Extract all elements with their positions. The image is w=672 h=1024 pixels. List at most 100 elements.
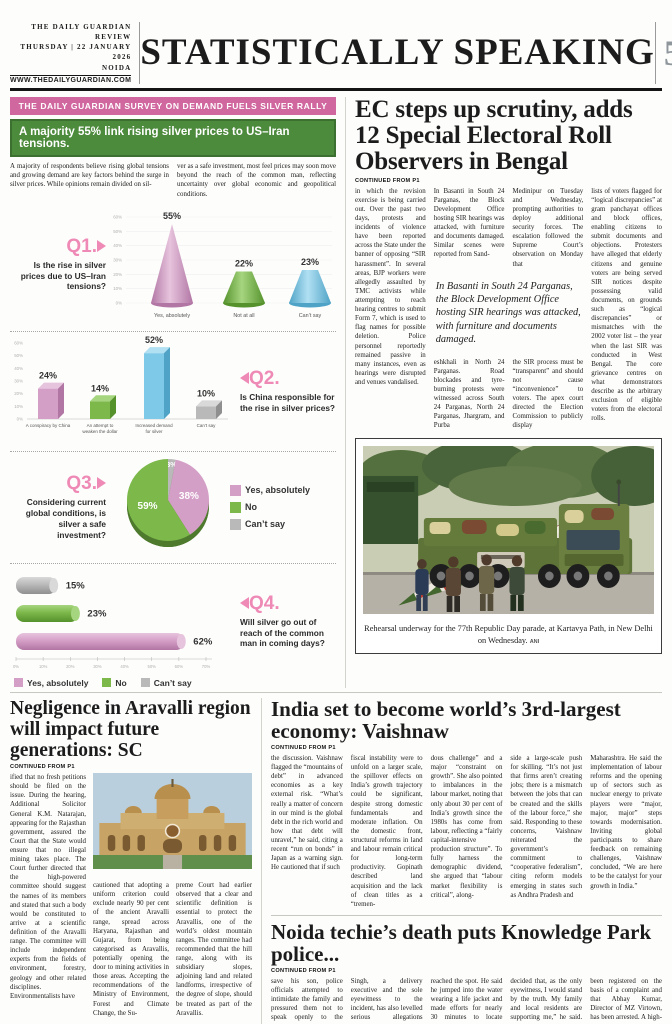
legend-item: No xyxy=(102,678,127,688)
india-article: India set to become world’s 3rd-largest … xyxy=(271,698,662,909)
q1-cone-chart: 0% 10% 20% 30% 40% 50% 60% 55% Yes, absolutely 22… xyxy=(113,211,332,319)
q3-arrow-icon xyxy=(97,477,106,490)
legend-item: Yes, absolutely xyxy=(230,484,310,496)
survey-infographic: THE DAILY GUARDIAN SURVEY ON DEMAND FUEL… xyxy=(10,96,336,688)
q1-label: Q1. xyxy=(66,235,97,257)
photo-credit: ANI xyxy=(529,638,540,645)
legend-swatch xyxy=(230,484,241,496)
svg-text:38%: 38% xyxy=(179,491,199,502)
article-column: eshkhali in North 24 Parganas. Road bloc… xyxy=(433,358,505,430)
page-number: 5 xyxy=(664,22,672,84)
svg-text:20%: 20% xyxy=(66,664,75,669)
publication-name: THE DAILY GUARDIAN REVIEW xyxy=(31,23,132,42)
supreme-court-photo xyxy=(93,773,252,874)
svg-text:60%: 60% xyxy=(175,664,184,669)
svg-text:52%: 52% xyxy=(145,335,163,345)
svg-text:40%: 40% xyxy=(113,243,122,248)
article-column: save his son, police officials attempted… xyxy=(271,978,343,1024)
article-column: dous challenge” and a major “constraint … xyxy=(430,755,503,899)
article-column: decided that, as the only eyewitness, I … xyxy=(510,978,583,1024)
continued-from-tag: CONTINUED FROM P1 xyxy=(271,968,336,974)
svg-text:24%: 24% xyxy=(39,371,57,381)
svg-text:30%: 30% xyxy=(113,257,122,262)
svg-text:Not at all: Not at all xyxy=(233,313,254,319)
svg-text:20%: 20% xyxy=(14,391,23,396)
legend-item: Yes, absolutely xyxy=(14,678,88,688)
svg-text:70%: 70% xyxy=(202,664,211,669)
city: NOIDA xyxy=(102,63,132,72)
ec-article: EC steps up scrutiny, adds 12 Special El… xyxy=(345,95,672,688)
q3-section: Q3. Considering current global condition… xyxy=(10,455,336,560)
svg-text:23%: 23% xyxy=(301,257,319,267)
svg-text:10%: 10% xyxy=(39,664,48,669)
noida-article: Noida techie’s death puts Knowledge Park… xyxy=(271,914,662,1024)
article-column: side a large-scale push for skilling. “I… xyxy=(510,755,583,899)
pull-quote: In Basanti in South 24 Parganas, the Blo… xyxy=(435,280,581,346)
legend-item: No xyxy=(230,501,310,513)
q4-question: Q4. Will silver go out of reach of the c… xyxy=(240,592,325,649)
q4-legend: Yes, absolutely No Can’t say xyxy=(14,678,336,688)
people xyxy=(415,554,525,613)
svg-text:3%: 3% xyxy=(166,462,177,469)
survey-intro-col1: A majority of respondents believe rising… xyxy=(10,162,169,189)
svg-text:40%: 40% xyxy=(120,664,129,669)
svg-text:40%: 40% xyxy=(14,366,23,371)
q2-question: Q2. Is China responsible for the rise in… xyxy=(240,368,335,413)
svg-text:0%: 0% xyxy=(17,416,23,421)
svg-text:14%: 14% xyxy=(91,383,109,393)
svg-text:0%: 0% xyxy=(116,300,122,305)
q4-arrow-icon xyxy=(240,596,249,609)
q4-label: Q4. xyxy=(249,592,280,614)
masthead: THE DAILY GUARDIAN REVIEW THURSDAY | 22 … xyxy=(10,22,672,91)
date-line: THURSDAY | 22 JANUARY 2026 xyxy=(20,43,132,62)
article-column: in which the revision exercise is being … xyxy=(355,187,426,386)
svg-text:Yes, absolutely: Yes, absolutely xyxy=(154,313,190,319)
svg-text:10%: 10% xyxy=(14,404,23,409)
survey-intro: A majority of respondents believe rising… xyxy=(10,162,336,199)
q2-arrow-icon xyxy=(240,372,249,385)
q4-chart: 15% 23% 62% 0% 10% 20% 30% 40% 50% 60% 70% xyxy=(10,567,240,676)
legend-item: Can’t say xyxy=(140,678,192,688)
ec-headline: EC steps up scrutiny, adds 12 Special El… xyxy=(355,95,633,175)
svg-text:15%: 15% xyxy=(66,581,86,592)
article-column: Singh, a delivery executive and the sole… xyxy=(350,978,423,1024)
survey-intro-col2: ver as a safe investment, most feel pric… xyxy=(177,162,336,198)
q2-section: 0% 10% 20% 30% 40% 50% 60% 24% A conspiracy by C… xyxy=(10,335,336,448)
q2-label: Q2. xyxy=(249,368,280,390)
svg-text:Increased demand: Increased demand xyxy=(135,423,173,428)
article-column: ified that no fresh petitions should be … xyxy=(10,774,86,1000)
svg-text:Can’t say: Can’t say xyxy=(197,423,217,428)
q3-question: Q3. Considering current global condition… xyxy=(25,473,106,540)
q3-chart: 3% 38% 59% xyxy=(118,455,220,560)
india-headline: India set to become world’s 3rd-largest … xyxy=(271,696,621,743)
article-column: Medinipur on Tuesday and Wednesday, prom… xyxy=(512,187,584,268)
website-url: WWW.THEDAILYGUARDIAN.COM xyxy=(10,76,132,84)
q4-section: 15% 23% 62% 0% 10% 20% 30% 40% 50% 60% 70% Q4. Wil… xyxy=(10,567,336,676)
q1-chart: 0% 10% 20% 30% 40% 50% 60% 55% Yes, absolutely 22… xyxy=(106,201,336,328)
divider xyxy=(10,562,336,564)
article-column: been registered on the basis of a compla… xyxy=(590,978,662,1024)
article-column: Maharashtra. He said the implementation … xyxy=(590,755,662,890)
article-column: cautioned that adopting a uniform criter… xyxy=(93,882,169,1017)
aravalli-article: Negligence in Aravalli region will impac… xyxy=(10,698,252,1018)
q3-label: Q3. xyxy=(66,473,97,495)
svg-text:30%: 30% xyxy=(14,378,23,383)
legend-item: Can’t say xyxy=(230,518,310,530)
legend-swatch xyxy=(140,678,150,688)
survey-banner: A majority 55% link rising silver prices… xyxy=(10,118,336,157)
svg-text:for silver: for silver xyxy=(145,429,163,434)
legend-swatch xyxy=(230,501,241,513)
noida-headline: Noida techie’s death puts Knowledge Park… xyxy=(271,919,652,966)
continued-from-tag: CONTINUED FROM P1 xyxy=(355,177,420,184)
supreme-court-illustration xyxy=(93,773,252,870)
svg-text:50%: 50% xyxy=(14,353,23,358)
photo-caption: Rehearsal underway for the 77th Republic… xyxy=(364,624,653,645)
svg-text:An attempt to: An attempt to xyxy=(87,423,114,428)
svg-text:55%: 55% xyxy=(163,211,181,221)
q1-section: Q1. Is the rise in silver prices due to … xyxy=(10,201,336,328)
article-column: preme Court had earlier observed that a … xyxy=(176,882,252,1017)
svg-text:A conspiracy by China: A conspiracy by China xyxy=(26,423,71,428)
legend-swatch xyxy=(14,678,23,688)
q3-legend: Yes, absolutely No Can’t say xyxy=(230,484,310,530)
article-column: the discussion. Vaishnaw flagged the “mo… xyxy=(271,755,343,872)
